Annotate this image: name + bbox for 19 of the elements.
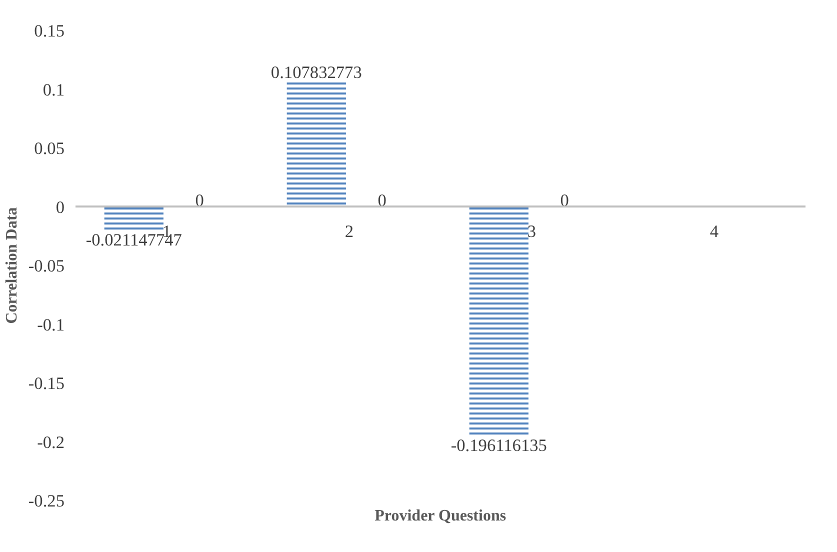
y-tick-label: -0.2 (37, 432, 65, 452)
y-tick-label: -0.1 (37, 315, 65, 334)
y-axis-title: Correlation Data (3, 207, 20, 324)
y-tick-label: 0.1 (42, 80, 65, 100)
x-tick-label: 3 (527, 222, 536, 241)
y-tick-label: -0.05 (28, 256, 65, 276)
x-tick-label: 2 (344, 222, 354, 241)
y-tick-label: -0.15 (28, 374, 65, 393)
y-tick-label: 0.05 (34, 139, 65, 158)
data-label: 0.107832773 (270, 63, 362, 82)
data-label: 0 (195, 190, 204, 210)
data-label: -0.196116135 (450, 436, 547, 456)
y-tick-label: 0.15 (34, 22, 65, 40)
data-label: 0 (378, 190, 386, 210)
y-tick-label: 0 (56, 198, 65, 217)
x-tick-label: 4 (710, 222, 719, 241)
x-axis-title: Provider Questions (374, 508, 506, 524)
y-tick-label: -0.25 (28, 492, 65, 510)
data-label: 0 (560, 190, 569, 210)
